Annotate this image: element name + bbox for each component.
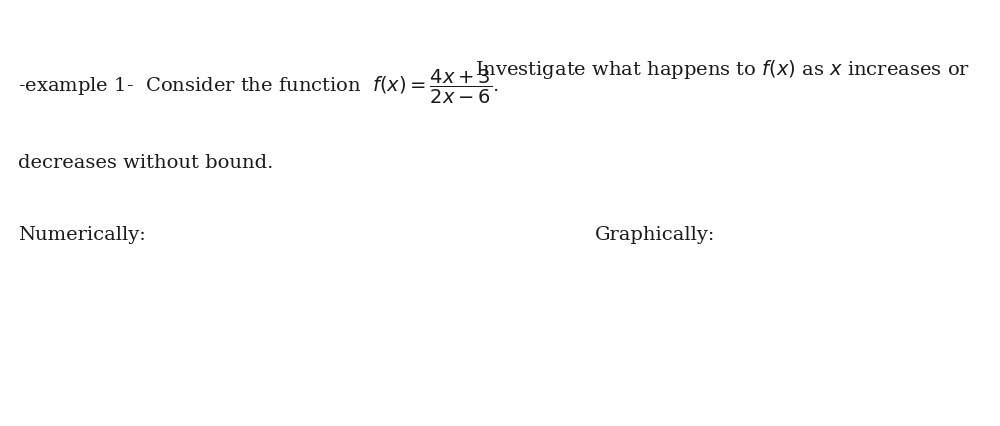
Text: Investigate what happens to $f(x)$ as $x$ increases or: Investigate what happens to $f(x)$ as $x… <box>475 58 970 81</box>
Text: decreases without bound.: decreases without bound. <box>18 153 273 171</box>
Text: -example 1-  Consider the function  $f(x)=\dfrac{4x+3}{2x-6}$.: -example 1- Consider the function $f(x)=… <box>18 68 499 106</box>
Text: Graphically:: Graphically: <box>595 226 715 244</box>
Text: Numerically:: Numerically: <box>18 226 146 244</box>
